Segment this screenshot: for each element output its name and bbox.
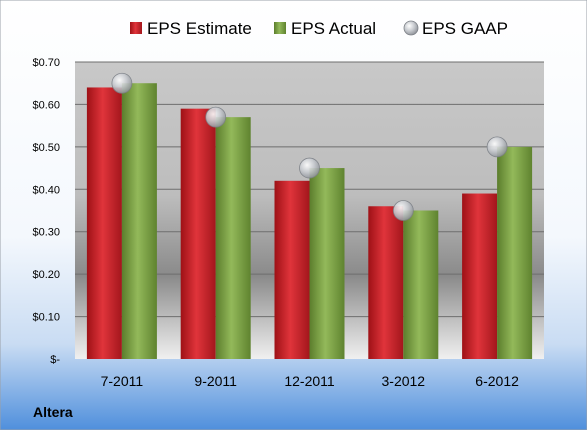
legend-swatch-eps-actual: [274, 22, 286, 34]
x-axis-ticks: 7-2011 9-2011 12-2011 3-2012 6-2012: [101, 373, 519, 389]
y-tick-label: $0.50: [32, 142, 60, 154]
legend-label-eps-gaap: EPS GAAP: [422, 19, 508, 38]
legend-swatch-eps-estimate: [130, 22, 142, 34]
y-tick-label: $0.10: [32, 312, 60, 324]
x-tick-label: 6-2012: [475, 373, 519, 389]
y-tick-label: $0.20: [32, 269, 60, 281]
bar-eps-actual: [215, 117, 251, 360]
y-tick-label: $0.30: [32, 227, 60, 239]
marker-eps-gaap: [111, 72, 133, 94]
bar-eps-estimate: [462, 193, 498, 359]
marker-eps-gaap: [299, 157, 320, 179]
marker-eps-gaap: [486, 136, 508, 158]
x-tick-label: 3-2012: [382, 373, 426, 389]
bar-eps-actual: [121, 83, 157, 359]
legend: EPS Estimate EPS Actual EPS GAAP: [130, 19, 508, 38]
marker-eps-gaap: [205, 106, 227, 128]
y-tick-label: $0.60: [32, 99, 60, 111]
x-tick-label: 9-2011: [194, 373, 237, 389]
y-axis-ticks: $- $0.10 $0.20 $0.30 $0.40 $0.50 $0.60 $0.70: [32, 57, 60, 366]
bar-eps-actual: [497, 146, 533, 359]
bars: [86, 83, 533, 360]
bar-eps-actual: [309, 168, 345, 359]
gaap-markers: [111, 72, 508, 221]
y-tick-label: $0.40: [32, 184, 60, 196]
legend-swatch-eps-gaap: [403, 20, 419, 36]
bar-eps-actual: [403, 210, 439, 359]
legend-label-eps-estimate: EPS Estimate: [147, 19, 252, 38]
bar-eps-estimate: [180, 108, 216, 360]
y-tick-label: $-: [50, 354, 60, 366]
company-label: Altera: [33, 404, 73, 420]
bar-eps-estimate: [274, 180, 310, 359]
x-tick-label: 7-2011: [101, 373, 144, 389]
bar-eps-estimate: [86, 87, 122, 359]
bar-eps-estimate: [368, 206, 404, 359]
y-tick-label: $0.70: [32, 57, 60, 69]
x-tick-label: 12-2011: [284, 373, 335, 389]
marker-eps-gaap: [392, 200, 414, 221]
legend-label-eps-actual: EPS Actual: [291, 19, 376, 38]
